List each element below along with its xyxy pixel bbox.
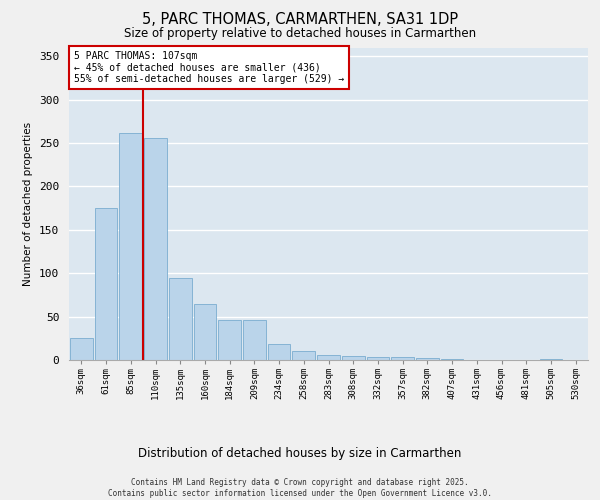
Bar <box>391 358 414 360</box>
Bar <box>144 138 167 360</box>
Bar <box>441 359 463 360</box>
Bar <box>539 359 562 360</box>
Text: 5 PARC THOMAS: 107sqm
← 45% of detached houses are smaller (436)
55% of semi-det: 5 PARC THOMAS: 107sqm ← 45% of detached … <box>74 50 344 84</box>
Y-axis label: Number of detached properties: Number of detached properties <box>23 122 34 286</box>
Bar <box>194 304 216 360</box>
Bar <box>268 344 290 360</box>
Text: Distribution of detached houses by size in Carmarthen: Distribution of detached houses by size … <box>139 448 461 460</box>
Text: Size of property relative to detached houses in Carmarthen: Size of property relative to detached ho… <box>124 28 476 40</box>
Bar <box>169 278 191 360</box>
Bar <box>70 338 93 360</box>
Bar <box>292 352 315 360</box>
Bar <box>416 358 439 360</box>
Bar <box>119 132 142 360</box>
Bar <box>218 320 241 360</box>
Bar <box>95 208 118 360</box>
Bar <box>367 358 389 360</box>
Text: 5, PARC THOMAS, CARMARTHEN, SA31 1DP: 5, PARC THOMAS, CARMARTHEN, SA31 1DP <box>142 12 458 28</box>
Text: Contains HM Land Registry data © Crown copyright and database right 2025.
Contai: Contains HM Land Registry data © Crown c… <box>108 478 492 498</box>
Bar <box>317 355 340 360</box>
Bar <box>243 320 266 360</box>
Bar <box>342 356 365 360</box>
